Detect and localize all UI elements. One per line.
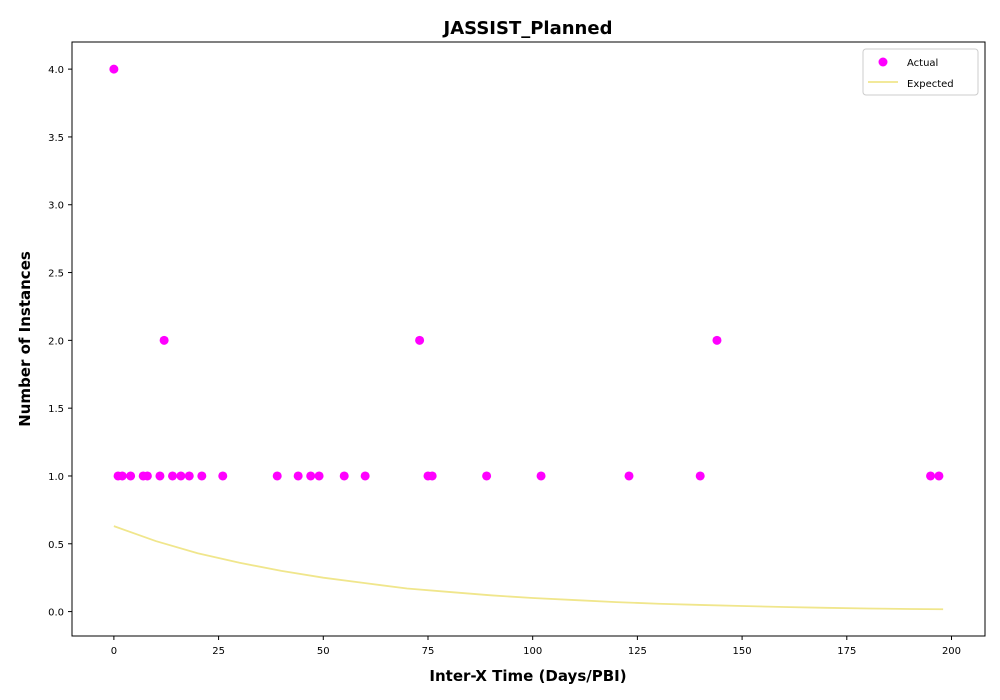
actual-point	[159, 335, 169, 345]
actual-point	[934, 471, 944, 481]
expected-line	[113, 525, 944, 611]
actual-point	[695, 471, 705, 481]
actual-point	[306, 471, 316, 481]
x-tick-label: 200	[942, 646, 961, 657]
actual-point	[415, 335, 425, 345]
actual-point	[712, 335, 722, 345]
y-axis-label: Number of Instances	[16, 251, 34, 427]
y-tick-label: 3.0	[48, 201, 64, 212]
actual-point	[624, 471, 634, 481]
actual-point	[126, 471, 136, 481]
actual-point	[427, 471, 437, 481]
actual-point	[218, 471, 228, 481]
legend: Actual Expected	[862, 48, 979, 96]
actual-point	[339, 471, 349, 481]
plot-area	[109, 64, 944, 611]
y-tick-label: 0.5	[48, 540, 64, 551]
y-tick-label: 4.0	[48, 65, 64, 76]
actual-point	[360, 471, 370, 481]
legend-marker-actual	[878, 57, 888, 67]
actual-point	[536, 471, 546, 481]
legend-label-actual: Actual	[907, 58, 938, 69]
actual-point	[109, 64, 119, 74]
actual-point	[314, 471, 324, 481]
legend-label-expected: Expected	[907, 79, 954, 90]
y-tick-label: 1.0	[48, 472, 64, 483]
y-tick-label: 3.5	[48, 133, 64, 144]
x-tick-label: 75	[422, 646, 435, 657]
actual-point	[482, 471, 492, 481]
actual-point	[293, 471, 303, 481]
x-tick-label: 0	[111, 646, 117, 657]
actual-point	[168, 471, 178, 481]
y-tick-label: 0.0	[48, 608, 64, 619]
x-axis: 0 25 50 75 100 125 150 175 200	[111, 636, 961, 657]
chart-title: JASSIST_Planned	[442, 18, 613, 39]
actual-point	[926, 471, 936, 481]
actual-point	[184, 471, 194, 481]
x-tick-label: 100	[523, 646, 542, 657]
actual-point	[155, 471, 165, 481]
actual-point	[197, 471, 207, 481]
actual-point	[117, 471, 127, 481]
y-tick-label: 2.0	[48, 336, 64, 347]
x-tick-label: 125	[628, 646, 647, 657]
actual-point	[176, 471, 186, 481]
actual-point	[272, 471, 282, 481]
x-tick-label: 175	[837, 646, 856, 657]
y-tick-label: 2.5	[48, 269, 64, 280]
x-tick-label: 25	[212, 646, 225, 657]
plot-frame	[71, 41, 986, 637]
actual-point	[142, 471, 152, 481]
x-tick-label: 150	[733, 646, 752, 657]
y-axis: 0.0 0.5 1.0 1.5 2.0 2.5 3.0 3.5 4.0	[48, 65, 72, 619]
x-tick-label: 50	[317, 646, 330, 657]
legend-box	[862, 48, 979, 96]
x-axis-label: Inter-X Time (Days/PBI)	[429, 667, 626, 685]
y-tick-label: 1.5	[48, 404, 64, 415]
